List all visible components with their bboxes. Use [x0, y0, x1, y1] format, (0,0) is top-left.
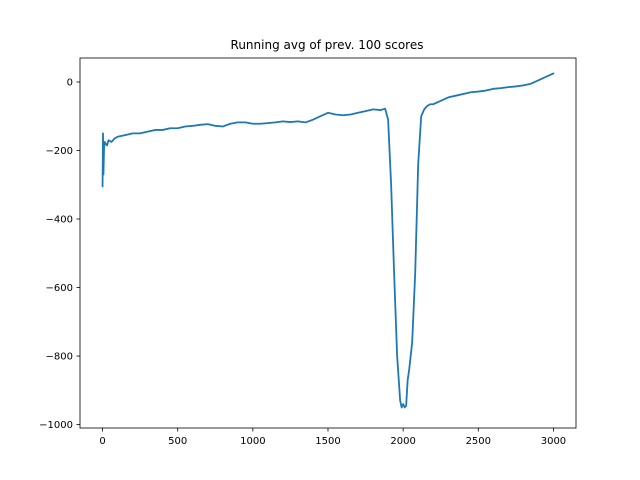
x-tick-label: 2500: [466, 436, 491, 447]
series-line: [101, 72, 555, 409]
chart-title: Running avg of prev. 100 scores: [231, 38, 424, 52]
x-tick-label: 3000: [541, 436, 566, 447]
x-tick-label: 0: [99, 436, 105, 447]
y-tick-label: −600: [46, 283, 73, 294]
y-tick-label: −200: [46, 146, 73, 157]
y-axis-ticks: −1000 −800 −600 −400 −200 0: [39, 77, 80, 431]
y-tick-label: −1000: [39, 420, 73, 431]
x-axis-ticks: 0 500 1000 1500 2000 2500 3000: [99, 428, 566, 447]
y-tick-label: −800: [46, 352, 73, 363]
x-tick-label: 1500: [315, 436, 340, 447]
x-tick-label: 500: [168, 436, 187, 447]
y-tick-label: −400: [46, 215, 73, 226]
y-tick-label: 0: [67, 77, 73, 88]
x-tick-label: 1000: [240, 436, 265, 447]
x-tick-label: 2000: [390, 436, 415, 447]
plot-frame: [79, 57, 577, 429]
